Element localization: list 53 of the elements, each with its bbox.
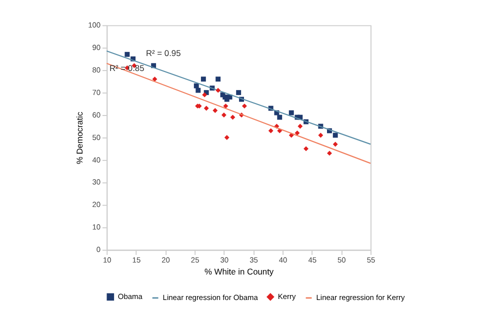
legend-label: Linear regression for Obama [162,292,259,302]
point [327,150,332,156]
point [268,128,274,134]
y-tick-label: 100 [88,20,101,30]
x-tick-label: 50 [338,255,346,264]
x-tick-label: 55 [366,255,376,264]
y-tick-label: 30 [92,178,101,187]
point [277,114,282,120]
y-tick-label: 90 [92,42,101,52]
point [196,88,201,93]
point [204,106,209,111]
y-tick-label: 20 [92,200,101,210]
x-tick-label: 40 [278,255,288,264]
legend-label: Kerry [278,292,296,301]
point [230,114,236,120]
point [318,132,324,138]
y-tick-label: 0 [96,245,101,254]
point [304,146,309,152]
point [298,124,303,129]
x-tick-label: 20 [162,255,170,264]
point [216,88,221,93]
point [288,110,294,116]
point [294,130,300,136]
point [332,142,338,147]
x-tick-label: 30 [220,255,229,264]
point [221,112,226,118]
point [200,76,206,82]
point [212,108,218,114]
x-tick-label: 35 [250,255,258,264]
point [194,83,199,88]
point [332,132,338,138]
annotation: R² = 0.95 [146,48,182,58]
x-tick-label: 10 [102,255,112,264]
y-axis-title: % Democratic [74,112,84,164]
x-tick-label: 25 [190,255,200,264]
point [242,104,247,109]
y-tick-label: 60 [92,110,101,120]
x-axis-title: % White in County [204,266,274,277]
y-tick-label: 50 [92,132,101,142]
x-tick-label: 45 [308,255,317,264]
point [216,76,221,82]
point [224,135,230,140]
y-tick-label: 10 [92,222,101,232]
point [152,76,158,82]
point [277,128,282,134]
y-tick-label: 40 [92,155,101,164]
x-tick-label: 15 [132,255,141,264]
legend-label: Linear regression for Kerry [316,292,405,302]
y-tick-label: 80 [92,65,101,74]
legend-label: Obama [118,292,144,301]
point [124,52,130,57]
y-tick-label: 70 [92,88,101,97]
point [236,90,242,96]
